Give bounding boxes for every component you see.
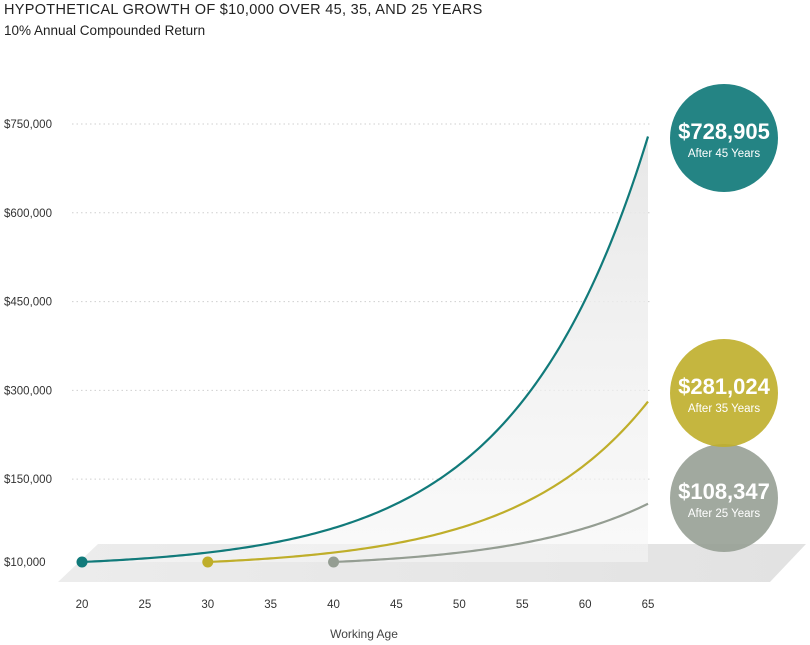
x-tick-label: 60 (579, 599, 592, 611)
x-tick-label: 55 (516, 599, 529, 611)
series-line-3 (333, 502, 649, 564)
area-under-curve (82, 136, 648, 563)
x-tick-label: 20 (76, 599, 89, 611)
series-start-point-3 (328, 556, 340, 568)
y-tick-label: $450,000 (4, 297, 52, 309)
y-tick-label: $150,000 (4, 474, 52, 486)
bubble-sub-label: After 35 Years (688, 403, 760, 415)
bubble-sub-label: After 45 Years (688, 148, 760, 160)
x-tick-label: 35 (264, 599, 277, 611)
series-start-point-2 (202, 556, 214, 568)
series-lines (76, 136, 650, 568)
value-bubble-1 (670, 84, 778, 192)
bubble-value-label: $281,024 (678, 374, 771, 399)
x-tick-label: 50 (453, 599, 466, 611)
x-axis-label: Working Age (330, 627, 398, 641)
x-tick-label: 30 (201, 599, 214, 611)
y-axis-ticks: $10,000 $150,000 $300,000 $450,000 $600,000 $… (4, 119, 52, 569)
x-tick-label: 25 (138, 599, 151, 611)
y-tick-label: $750,000 (4, 119, 52, 131)
chart-title: HYPOTHETICAL GROWTH OF $10,000 OVER 45, … (4, 2, 483, 18)
value-bubble-3 (670, 444, 778, 552)
value-bubble-2 (670, 339, 778, 447)
value-bubbles: $728,905 After 45 Years $108,347 After 25 Y… (670, 84, 778, 552)
bubble-value-label: $108,347 (678, 479, 770, 504)
y-tick-label: $10,000 (4, 557, 46, 569)
growth-area (82, 136, 648, 563)
series-line-1 (81, 136, 650, 564)
series-start-point-1 (76, 556, 88, 568)
bubble-sub-label: After 25 Years (688, 508, 760, 520)
series-line-2 (207, 400, 649, 564)
x-tick-label: 65 (642, 599, 655, 611)
x-tick-label: 45 (390, 599, 403, 611)
x-tick-label: 40 (327, 599, 340, 611)
y-tick-label: $300,000 (4, 385, 52, 397)
x-axis-ticks: 20 25 30 35 40 45 50 55 60 65 (76, 599, 655, 611)
y-tick-label: $600,000 (4, 208, 52, 220)
bubble-value-label: $728,905 (678, 119, 770, 144)
chart-subtitle: 10% Annual Compounded Return (4, 23, 206, 38)
